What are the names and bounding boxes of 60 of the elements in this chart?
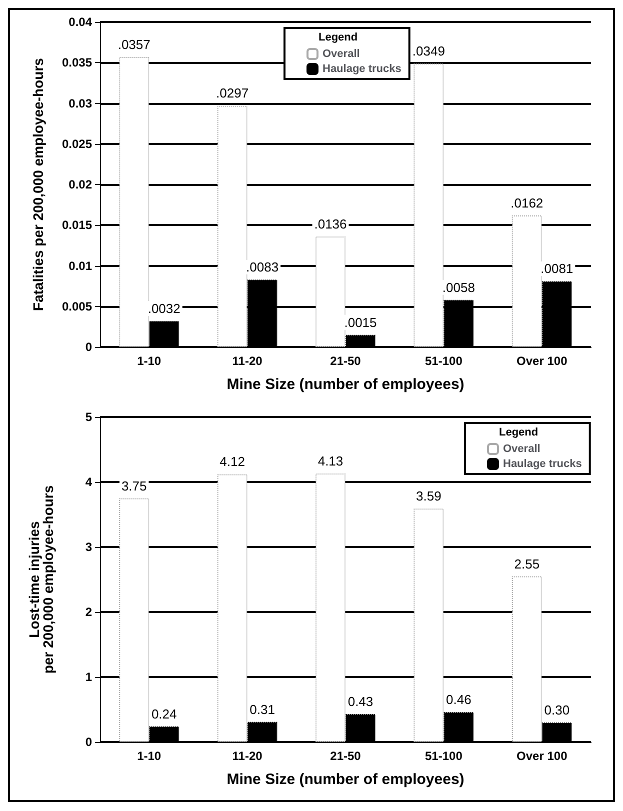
x-axis-title: Mine Size (number of employees) (226, 376, 464, 393)
x-tick-label: 11-20 (232, 354, 263, 368)
data-label: .0349 (412, 43, 445, 58)
data-label: 4.13 (318, 454, 344, 469)
y-tick-label: 0 (85, 735, 92, 749)
bar (217, 474, 248, 742)
x-tick-label: 21-50 (330, 749, 362, 763)
y-tick-label: 0.025 (62, 136, 92, 151)
data-label: .0081 (540, 261, 574, 276)
data-label: .0297 (216, 86, 249, 101)
legend-title: Legend (499, 426, 538, 438)
x-tick-label: Over 100 (516, 749, 568, 763)
data-label: .0162 (510, 195, 544, 210)
y-tick-label: 5 (85, 410, 92, 424)
data-label: 3.59 (416, 488, 442, 504)
data-label: .0083 (246, 260, 279, 275)
bar (512, 576, 542, 742)
y-tick-label: 2 (85, 605, 92, 619)
y-tick-label: 0.02 (68, 178, 92, 192)
y-axis-title: Lost-time injuries per 200,000 employee-hours (26, 485, 56, 674)
data-label: 3.75 (121, 478, 147, 494)
data-label: .0015 (344, 314, 377, 330)
y-axis-title: Fatalities per 200,000 employee-hours (30, 58, 46, 311)
bar (316, 474, 346, 742)
data-label: .0357 (118, 36, 150, 52)
x-tick-label: 1-10 (137, 354, 162, 368)
legend-label: Overall (322, 48, 360, 60)
bar (119, 498, 150, 742)
y-tick-label: 0.005 (62, 299, 92, 314)
y-tick-label: 0.015 (62, 218, 92, 232)
data-label: .0136 (314, 216, 347, 232)
x-tick-label: 1-10 (137, 749, 162, 763)
y-tick-label: 3 (85, 540, 92, 554)
x-tick-label: 51-100 (425, 354, 463, 368)
x-tick-label: 11-20 (232, 749, 263, 763)
y-tick-label: 0.03 (68, 96, 92, 110)
data-label: 0.31 (250, 702, 275, 717)
data-label: 0.24 (151, 706, 177, 722)
data-label: 0.46 (446, 692, 472, 708)
data-label: 4.12 (220, 454, 245, 470)
legend-label: Haulage trucks (322, 63, 402, 75)
legend-title: Legend (318, 32, 358, 44)
data-label: 2.55 (514, 556, 540, 572)
x-tick-label: 51-100 (425, 749, 463, 763)
legend-label: Haulage trucks (503, 458, 582, 470)
y-tick-label: 1 (85, 670, 92, 684)
data-label: .0032 (148, 301, 180, 316)
y-tick-label: 4 (85, 475, 92, 489)
bar (414, 508, 444, 742)
x-tick-label: Over 100 (516, 354, 568, 368)
y-tick-label: 0.01 (68, 258, 92, 273)
x-axis-title: Mine Size (number of employees) (226, 771, 464, 788)
y-tick-label: 0.04 (68, 15, 92, 29)
y-tick-label: 0.035 (62, 56, 92, 70)
y-tick-label: 0 (85, 340, 92, 354)
data-label: 0.43 (348, 694, 374, 710)
data-label: 0.30 (544, 702, 570, 718)
data-label: .0058 (442, 280, 475, 295)
legend-label: Overall (503, 443, 540, 455)
x-tick-label: 21-50 (330, 354, 362, 368)
